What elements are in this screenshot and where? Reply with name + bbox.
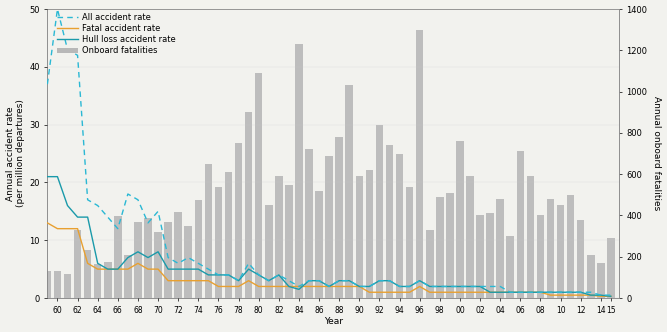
Bar [74, 230, 81, 298]
Bar [285, 185, 293, 298]
Bar [205, 164, 212, 298]
Bar [104, 262, 111, 298]
Bar [255, 73, 263, 298]
Bar [607, 238, 614, 298]
Bar [346, 85, 353, 298]
Bar [516, 151, 524, 298]
Y-axis label: Annual onboard fatalities: Annual onboard fatalities [652, 96, 662, 211]
Bar [53, 271, 61, 298]
Bar [305, 149, 313, 298]
Bar [406, 187, 414, 298]
Bar [235, 143, 242, 298]
Bar [466, 176, 474, 298]
Bar [506, 236, 514, 298]
Bar [43, 271, 51, 298]
Bar [587, 255, 594, 298]
Bar [144, 217, 152, 298]
Bar [94, 264, 101, 298]
Legend: All accident rate, Fatal accident rate, Hull loss accident rate, Onboard fatalit: All accident rate, Fatal accident rate, … [57, 13, 176, 55]
Bar [567, 195, 574, 298]
Bar [124, 255, 131, 298]
Bar [265, 205, 273, 298]
Bar [315, 191, 323, 298]
Bar [366, 170, 373, 298]
Bar [537, 215, 544, 298]
Bar [215, 187, 222, 298]
Bar [356, 176, 363, 298]
Bar [114, 216, 121, 298]
Bar [436, 197, 444, 298]
Bar [185, 226, 192, 298]
X-axis label: Year: Year [323, 317, 343, 326]
Bar [245, 112, 252, 298]
Bar [547, 199, 554, 298]
Bar [577, 219, 584, 298]
Bar [476, 215, 484, 298]
Bar [164, 222, 172, 298]
Bar [175, 212, 182, 298]
Bar [557, 205, 564, 298]
Bar [597, 263, 604, 298]
Bar [396, 153, 404, 298]
Bar [154, 232, 162, 298]
Bar [275, 176, 283, 298]
Bar [295, 44, 303, 298]
Bar [134, 222, 141, 298]
Bar [526, 176, 534, 298]
Bar [446, 193, 454, 298]
Y-axis label: Annual accident rate
(per million departures): Annual accident rate (per million depart… [5, 100, 25, 208]
Bar [426, 230, 434, 298]
Bar [416, 30, 424, 298]
Bar [84, 250, 91, 298]
Bar [376, 124, 384, 298]
Bar [496, 199, 504, 298]
Bar [486, 213, 494, 298]
Bar [225, 172, 232, 298]
Bar [325, 156, 333, 298]
Bar [456, 141, 464, 298]
Bar [64, 274, 71, 298]
Bar [195, 200, 202, 298]
Bar [336, 137, 343, 298]
Bar [386, 145, 394, 298]
